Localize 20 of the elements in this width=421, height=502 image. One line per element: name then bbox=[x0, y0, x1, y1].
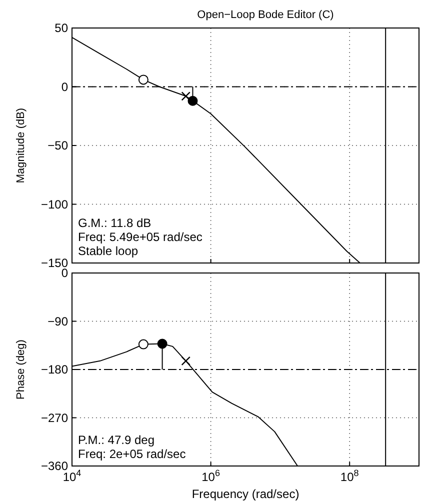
annotation: Stable loop bbox=[78, 244, 138, 258]
y-axis-title: Phase (deg) bbox=[15, 340, 27, 400]
x-tick-label: 10$^{8}$ bbox=[340, 468, 359, 484]
annotation: P.M.: 47.9 deg bbox=[78, 433, 154, 447]
x-tick-label: 10$^{6}$ bbox=[202, 468, 220, 484]
y-tick-label: −90 bbox=[48, 314, 68, 328]
chart-title: Open−Loop Bode Editor (C) bbox=[197, 9, 334, 21]
y-tick-label: −50 bbox=[48, 138, 68, 153]
y-axis-title: Magnitude (dB) bbox=[15, 108, 27, 184]
y-tick-label: 0 bbox=[61, 80, 68, 94]
x-axis-title: Frequency (rad/sec) bbox=[192, 487, 300, 501]
y-tick-label: −270 bbox=[40, 410, 68, 425]
y-tick-label: 50 bbox=[54, 21, 68, 36]
y-tick-label: 0 bbox=[61, 266, 68, 280]
annotation: Freq: 5.49e+05 rad/sec bbox=[78, 230, 202, 244]
annotation: G.M.: 11.8 dB bbox=[78, 216, 152, 230]
y-tick-label: −100 bbox=[40, 197, 68, 212]
y-tick-label: −180 bbox=[40, 362, 68, 377]
y-tick-label: −360 bbox=[40, 459, 68, 474]
annotation: Freq: 2e+05 rad/sec bbox=[78, 447, 186, 461]
